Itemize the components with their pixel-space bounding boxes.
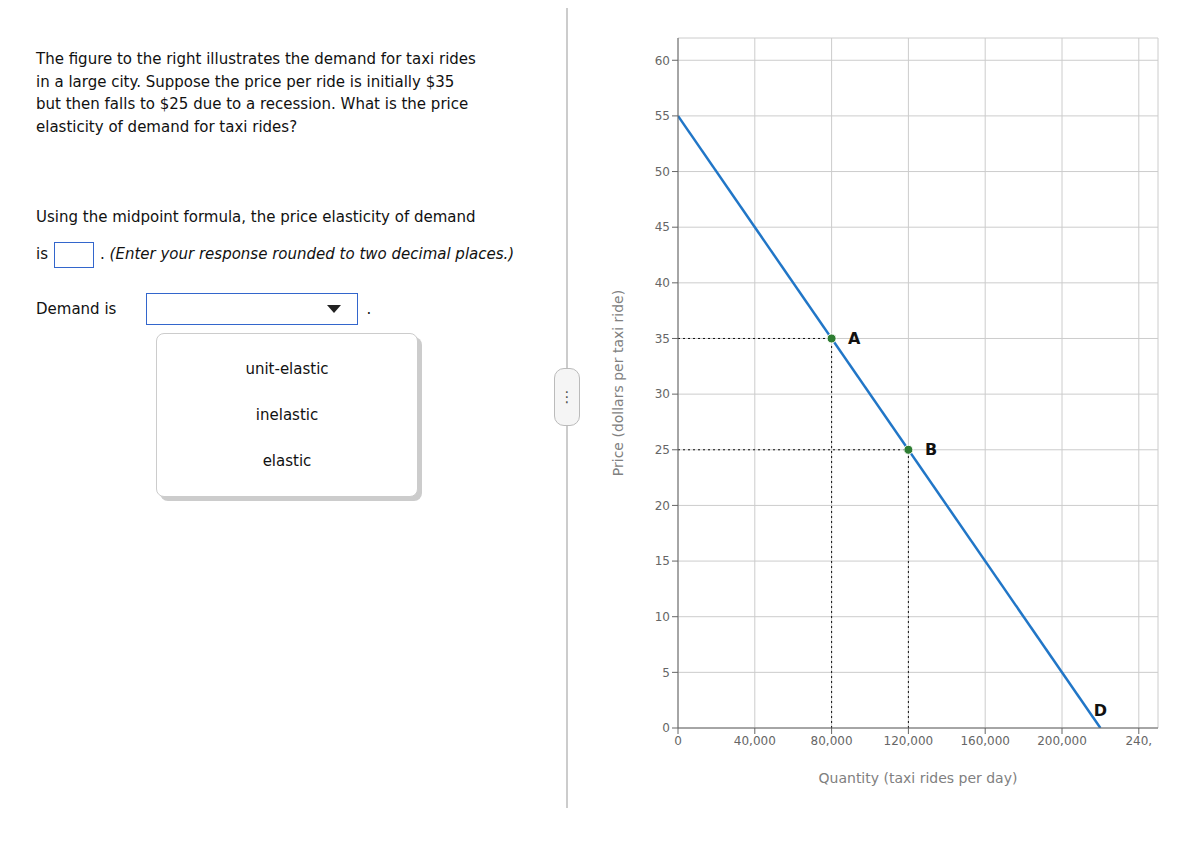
svg-text:5: 5	[662, 666, 670, 680]
html-text:Demand is: Demand is	[36, 299, 117, 318]
svg-text:A: A	[848, 329, 861, 348]
svg-text:10: 10	[655, 610, 670, 624]
svg-text:120,000: 120,000	[884, 734, 934, 748]
html-text:is: is	[36, 245, 48, 263]
svg-text:B: B	[925, 440, 937, 459]
html-text:unit-elastic: unit-elastic	[245, 359, 329, 378]
svg-text:20: 20	[655, 499, 670, 513]
svg-text:80,000: 80,000	[811, 734, 853, 748]
svg-text:240,: 240,	[1125, 734, 1152, 748]
svg-text:45: 45	[655, 220, 670, 234]
svg-text:30: 30	[655, 387, 670, 401]
svg-text:0: 0	[662, 721, 670, 735]
svg-text:15: 15	[655, 554, 670, 568]
html-text:The figure to the right illust: The figure to the right illustrates the …	[36, 50, 476, 136]
html-text:. (Enter your response rounded: . (Enter your response rounded to two de…	[100, 245, 515, 263]
svg-text:Price (dollars per taxi ride): Price (dollars per taxi ride)	[610, 290, 626, 476]
svg-text:40: 40	[655, 276, 670, 290]
svg-text:160,000: 160,000	[960, 734, 1010, 748]
svg-text:35: 35	[655, 332, 670, 346]
svg-text:40,000: 40,000	[734, 734, 776, 748]
svg-text:0: 0	[674, 734, 682, 748]
svg-text:Quantity (taxi rides per day): Quantity (taxi rides per day)	[819, 770, 1018, 786]
svg-text:200,000: 200,000	[1037, 734, 1087, 748]
svg-text:60: 60	[655, 54, 670, 68]
html-text:Using the midpoint formula, th: Using the midpoint formula, the price el…	[36, 208, 476, 226]
svg-text:D: D	[1094, 701, 1107, 720]
svg-text:50: 50	[655, 165, 670, 179]
html-text:inelastic: inelastic	[255, 405, 319, 424]
svg-text:25: 25	[655, 443, 670, 457]
svg-text:55: 55	[655, 109, 670, 123]
html-text:elastic: elastic	[262, 451, 312, 470]
